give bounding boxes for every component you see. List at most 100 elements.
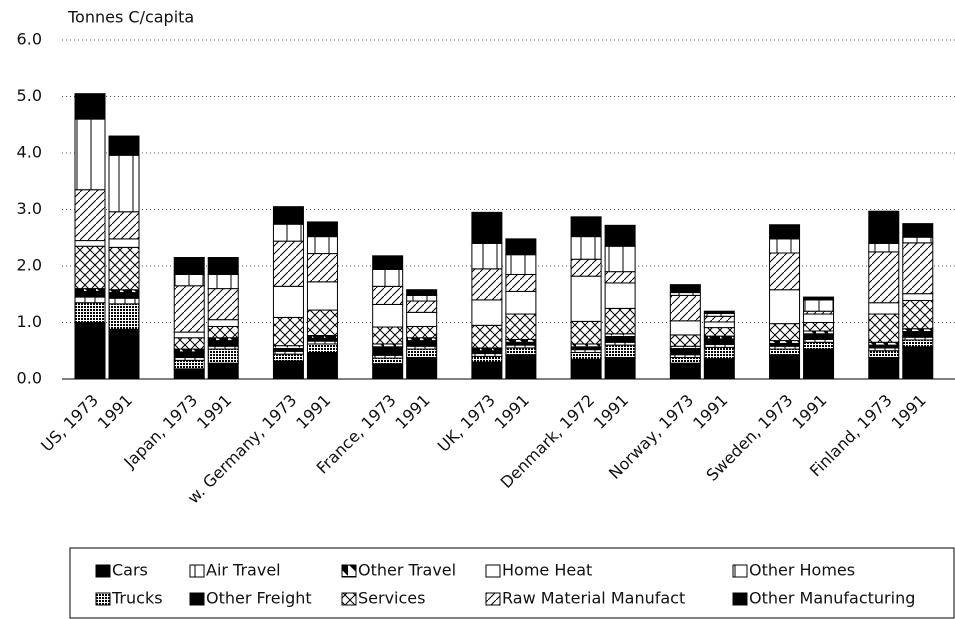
bar-segment <box>803 341 835 350</box>
bar-segment <box>505 347 537 356</box>
bar-segment <box>803 333 835 340</box>
x-tick-label: 1991 <box>590 391 632 433</box>
bar-segment <box>570 258 602 277</box>
bar-segment <box>108 292 140 299</box>
x-tick-label: 1991 <box>788 391 830 433</box>
bar-segment <box>669 362 701 380</box>
x-tick-label: 1991 <box>292 391 334 433</box>
bar-segment <box>604 245 636 273</box>
bar-segment <box>505 354 537 380</box>
bar-segment <box>406 289 438 296</box>
bar-segment <box>272 223 304 242</box>
y-tick-label: 6.0 <box>17 30 42 49</box>
bar-segment <box>902 299 934 330</box>
bar-segment <box>570 320 602 345</box>
bar-segment <box>173 337 205 350</box>
bar-segment <box>703 327 735 337</box>
y-tick-label: 3.0 <box>17 199 42 218</box>
y-tick-label: 5.0 <box>17 86 42 105</box>
legend-swatch <box>341 564 357 578</box>
bar-segment <box>505 273 537 292</box>
bar-segment <box>868 302 900 315</box>
bar-segment <box>868 350 900 359</box>
bar-segment <box>471 268 503 301</box>
x-tick-label: w. Germany, 1973 <box>184 391 301 508</box>
bar-segment <box>570 216 602 238</box>
x-tick-label: 1991 <box>689 391 731 433</box>
bar-segment <box>207 348 239 364</box>
x-tick-label: 1991 <box>888 391 930 433</box>
bar-segment <box>207 340 239 347</box>
bar-segment <box>902 242 934 295</box>
bar-segment <box>769 224 801 240</box>
bar-segment <box>406 348 438 359</box>
bar-segment <box>406 340 438 347</box>
bar-segment <box>306 309 338 336</box>
bar-segment <box>669 334 701 347</box>
legend-box <box>69 547 955 619</box>
legend-label: Services <box>358 589 425 608</box>
bar-segment <box>272 240 304 287</box>
bar-segment <box>406 294 438 302</box>
bar-segment <box>604 282 636 309</box>
bar-segment <box>570 275 602 322</box>
bar-segment <box>803 348 835 380</box>
bar-segment <box>108 246 140 291</box>
bar-segment <box>108 135 140 156</box>
bar-segment <box>207 257 239 275</box>
bar-segment <box>604 336 636 343</box>
bar-segment <box>406 311 438 327</box>
bar-segment <box>604 224 636 247</box>
legend-label: Air Travel <box>206 561 281 580</box>
bar-segment <box>471 324 503 349</box>
legend-swatch <box>732 564 748 578</box>
bar-segment <box>570 351 602 360</box>
bar-segment <box>669 294 701 322</box>
x-tick-label: US, 1973 <box>37 391 102 456</box>
bar-segment <box>769 252 801 291</box>
x-tick-label: 1991 <box>193 391 235 433</box>
bar-segment <box>471 299 503 326</box>
bar-segment <box>173 368 205 380</box>
bar-segment <box>173 285 205 333</box>
bar-segment <box>207 273 239 290</box>
y-tick-label: 1.0 <box>17 312 42 331</box>
bar-segment <box>669 284 701 294</box>
bar-segment <box>74 290 106 298</box>
bar-segment <box>703 315 735 323</box>
bar-segment <box>372 268 404 287</box>
bar-segment <box>272 206 304 225</box>
bar-segment <box>703 358 735 380</box>
x-tick-label: 1991 <box>94 391 136 433</box>
bar-segment <box>306 351 338 380</box>
legend-swatch <box>189 592 205 606</box>
bar-segment <box>108 238 140 248</box>
bar-segment <box>306 221 338 238</box>
bar-segment <box>769 289 801 325</box>
bar-segment <box>803 299 835 312</box>
bar-segment <box>74 245 106 290</box>
bar-segment <box>74 93 106 120</box>
bar-segment <box>372 346 404 356</box>
bar-segment <box>406 300 438 313</box>
bar-segment <box>272 353 304 362</box>
bar-segment <box>108 328 140 380</box>
bar-segment <box>207 288 239 321</box>
y-tick-label: 2.0 <box>17 256 42 275</box>
bar-segment <box>74 322 106 380</box>
bar-segment <box>803 322 835 332</box>
bar-segment <box>173 273 205 287</box>
bar-segment <box>372 357 404 365</box>
bar-segment <box>868 357 900 380</box>
bar-segment <box>604 357 636 380</box>
bar-segment <box>306 281 338 311</box>
legend-label: Other Freight <box>206 589 312 608</box>
bar-segment <box>604 344 636 359</box>
legend-swatch <box>95 592 111 606</box>
bar-segment <box>406 357 438 380</box>
bar-segment <box>902 331 934 338</box>
bar-segment <box>173 351 205 359</box>
x-tick-label: UK, 1973 <box>434 391 499 456</box>
bar-segment <box>272 316 304 347</box>
bar-segment <box>74 189 106 242</box>
